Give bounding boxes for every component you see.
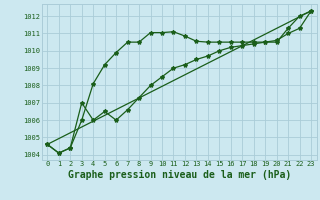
X-axis label: Graphe pression niveau de la mer (hPa): Graphe pression niveau de la mer (hPa): [68, 170, 291, 180]
